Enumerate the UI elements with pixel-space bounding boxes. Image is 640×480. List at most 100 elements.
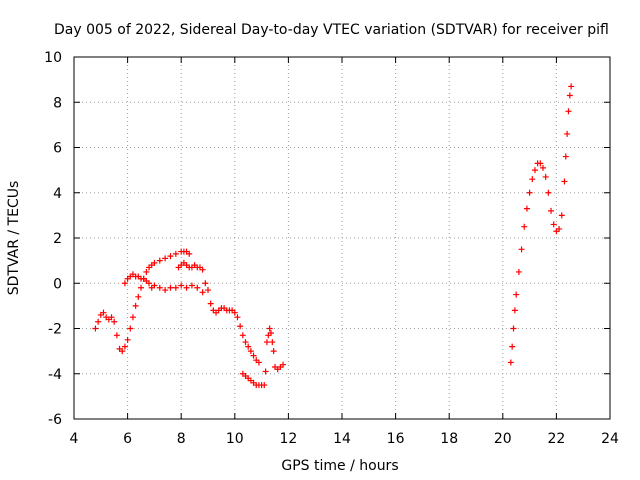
data-point-0-14 [129, 314, 136, 321]
data-point-6-6 [518, 246, 525, 253]
x-tick-label-2: 8 [177, 431, 186, 447]
data-point-5-11 [280, 361, 287, 368]
data-point-3-1 [205, 287, 211, 294]
data-point-0-16 [135, 293, 142, 300]
data-point-0-1 [95, 318, 102, 325]
data-point-2-9 [199, 266, 206, 273]
y-tick-label-8: 10 [44, 50, 62, 66]
data-point-1-11 [151, 282, 158, 289]
data-point-3-14 [239, 332, 246, 339]
y-tick-label-1: -4 [48, 367, 62, 383]
data-point-0-8 [113, 332, 120, 339]
data-point-0-6 [108, 314, 115, 321]
x-tick-label-1: 6 [123, 431, 132, 447]
data-point-3-20 [255, 359, 262, 366]
data-point-0-30 [186, 250, 193, 257]
data-point-0-17 [138, 284, 144, 291]
data-layer [92, 83, 575, 389]
data-point-6-11 [531, 167, 538, 174]
data-point-0-19 [143, 268, 150, 275]
data-point-0-10 [119, 348, 126, 355]
x-tick-label-7: 18 [440, 431, 458, 447]
data-point-0-25 [167, 253, 174, 260]
data-point-5-4 [266, 325, 273, 332]
data-point-6-5 [515, 268, 522, 275]
data-point-6-15 [542, 173, 549, 180]
chart-title: Day 005 of 2022, Sidereal Day-to-day VTE… [54, 22, 609, 38]
data-point-6-13 [537, 160, 544, 167]
data-point-1-0 [121, 280, 128, 287]
data-point-6-14 [540, 164, 546, 171]
data-point-6-9 [526, 189, 533, 196]
y-tick-label-4: 2 [53, 231, 62, 247]
x-tick-label-9: 22 [547, 431, 565, 447]
data-point-1-9 [146, 280, 153, 287]
data-point-1-12 [156, 284, 163, 291]
series-segment-7 [507, 83, 575, 366]
data-point-6-18 [550, 221, 557, 228]
data-point-5-5 [267, 330, 274, 337]
y-tick-label-7: 8 [53, 95, 62, 111]
data-point-6-22 [561, 178, 568, 185]
data-point-3-15 [242, 339, 249, 346]
series-segment-1 [92, 248, 193, 355]
series-segment-3 [175, 259, 206, 273]
data-point-5-2 [263, 339, 270, 346]
data-point-6-27 [568, 83, 575, 90]
data-point-3-17 [247, 348, 254, 355]
data-point-0-12 [124, 336, 131, 343]
data-point-6-8 [523, 205, 530, 212]
data-point-1-13 [162, 287, 169, 294]
data-point-3-0 [202, 280, 209, 287]
y-tick-label-5: 4 [53, 186, 62, 202]
x-tick-label-3: 10 [226, 431, 244, 447]
data-point-0-13 [127, 325, 134, 332]
data-point-5-0 [261, 382, 268, 389]
data-point-6-23 [562, 153, 569, 160]
data-point-6-10 [529, 176, 536, 183]
data-point-6-7 [521, 223, 528, 230]
data-point-1-14 [167, 284, 174, 291]
x-tick-label-5: 14 [333, 431, 351, 447]
data-point-6-25 [565, 108, 572, 115]
data-point-0-3 [100, 309, 107, 316]
data-point-5-1 [262, 368, 269, 375]
data-point-0-24 [162, 255, 169, 262]
data-point-6-26 [566, 92, 573, 99]
data-point-0-15 [132, 302, 139, 309]
data-point-6-0 [507, 359, 514, 366]
data-point-3-18 [250, 352, 257, 359]
data-point-6-17 [548, 207, 555, 214]
data-point-3-11 [231, 309, 238, 316]
data-point-3-12 [234, 314, 241, 321]
data-point-6-20 [556, 225, 563, 232]
series-segment-2 [121, 271, 206, 296]
x-tick-label-8: 20 [494, 431, 512, 447]
data-point-5-7 [270, 348, 277, 355]
data-point-6-3 [511, 307, 518, 314]
data-point-0-7 [111, 318, 118, 325]
data-point-6-16 [545, 189, 552, 196]
series-segment-4 [202, 280, 262, 366]
data-point-0-0 [92, 325, 99, 332]
data-point-1-15 [172, 284, 179, 291]
data-point-1-16 [178, 282, 185, 289]
data-point-6-2 [510, 325, 517, 332]
data-point-1-18 [188, 282, 195, 289]
series-segment-6 [261, 325, 287, 389]
data-point-0-11 [121, 343, 128, 350]
y-tick-label-6: 6 [53, 141, 62, 157]
x-tick-label-0: 4 [70, 431, 79, 447]
data-point-0-22 [151, 259, 158, 266]
data-point-1-19 [194, 284, 201, 291]
data-point-3-16 [245, 343, 252, 350]
x-tick-label-10: 24 [601, 431, 619, 447]
data-point-0-23 [156, 257, 163, 264]
data-point-1-17 [183, 284, 190, 291]
data-point-5-6 [269, 339, 276, 346]
x-tick-label-4: 12 [279, 431, 297, 447]
data-point-6-21 [558, 212, 565, 219]
